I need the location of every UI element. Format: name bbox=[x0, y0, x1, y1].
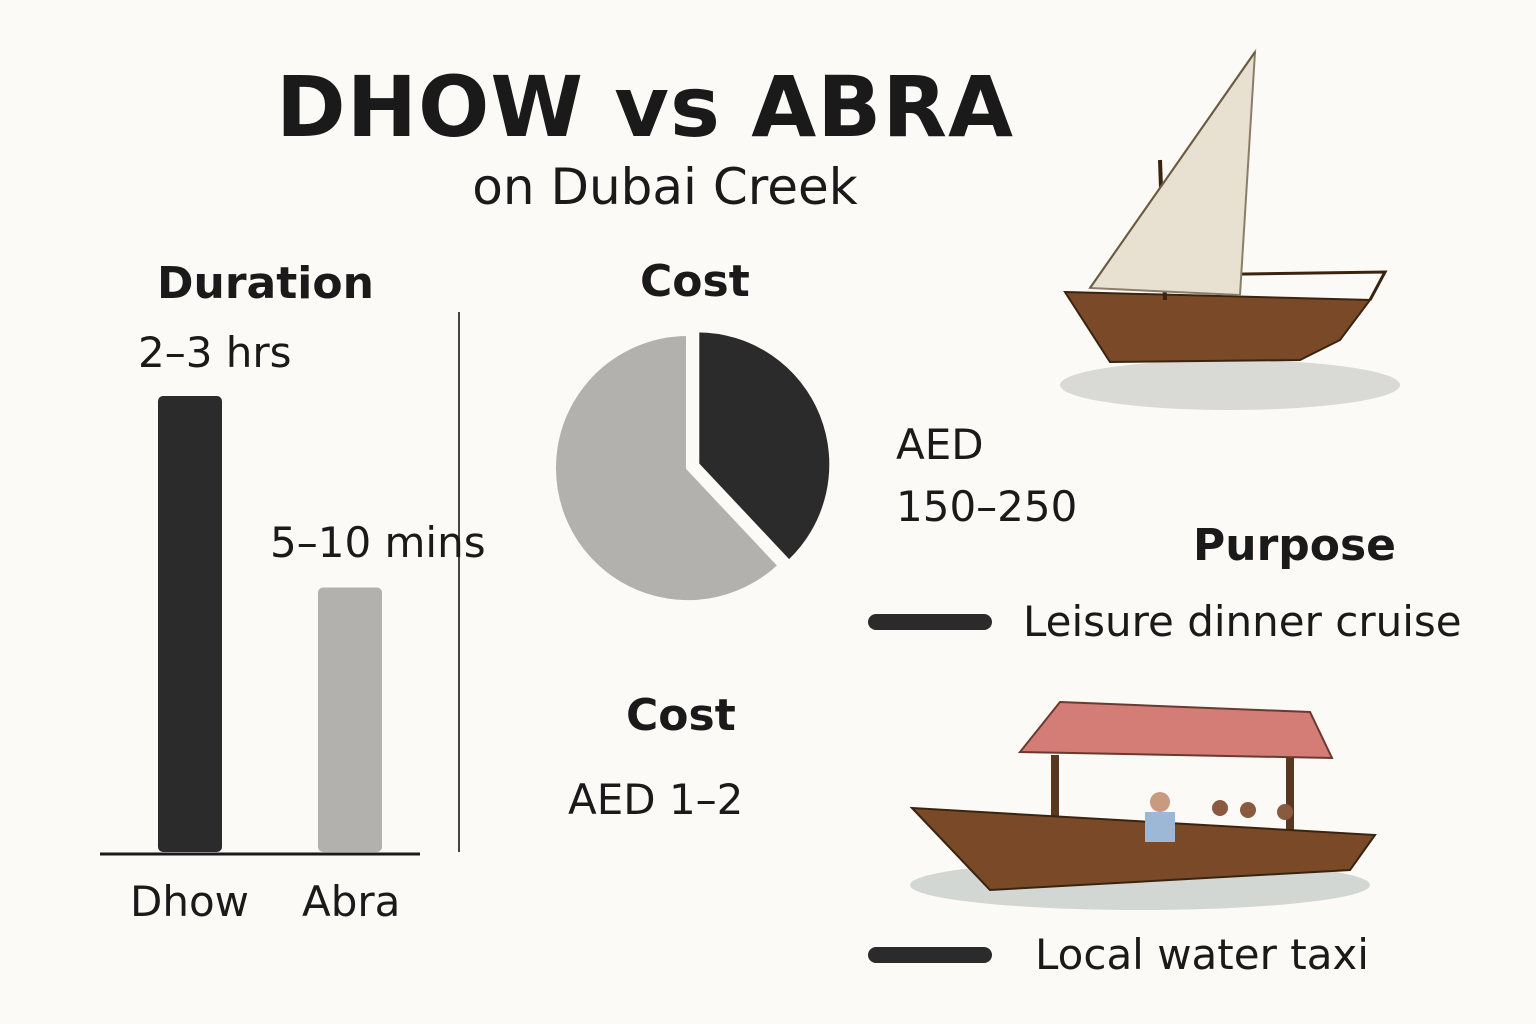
abra-cost-heading: Cost bbox=[626, 690, 736, 741]
dhow-cost-line2: 150–250 bbox=[896, 482, 1078, 531]
page-subtitle: on Dubai Creek bbox=[472, 158, 858, 216]
pie-slice-1 bbox=[552, 331, 783, 604]
pie-slice-0 bbox=[695, 328, 834, 565]
duration-heading: Duration bbox=[157, 258, 374, 309]
dhow-duration-label: 2–3 hrs bbox=[138, 328, 292, 377]
bar-category-abra: Abra bbox=[302, 877, 401, 926]
abra-duration-label: 5–10 mins bbox=[270, 518, 486, 567]
purpose-heading: Purpose bbox=[1193, 520, 1397, 571]
abra-image bbox=[909, 700, 1377, 910]
abra-cost-value: AED 1–2 bbox=[568, 775, 744, 824]
bar-dhow bbox=[158, 396, 222, 852]
bar-abra bbox=[318, 587, 382, 852]
dash-icon bbox=[868, 947, 992, 963]
purpose-abra: Local water taxi bbox=[1035, 930, 1369, 979]
dhow-cost-line1: AED bbox=[896, 420, 984, 469]
dhow-image bbox=[1060, 48, 1400, 410]
dash-icon bbox=[868, 614, 992, 630]
cost-heading: Cost bbox=[640, 256, 750, 307]
purpose-dhow: Leisure dinner cruise bbox=[1023, 597, 1462, 646]
page-title: DHOW vs ABRA bbox=[275, 58, 1015, 156]
bar-category-dhow: Dhow bbox=[130, 877, 250, 926]
